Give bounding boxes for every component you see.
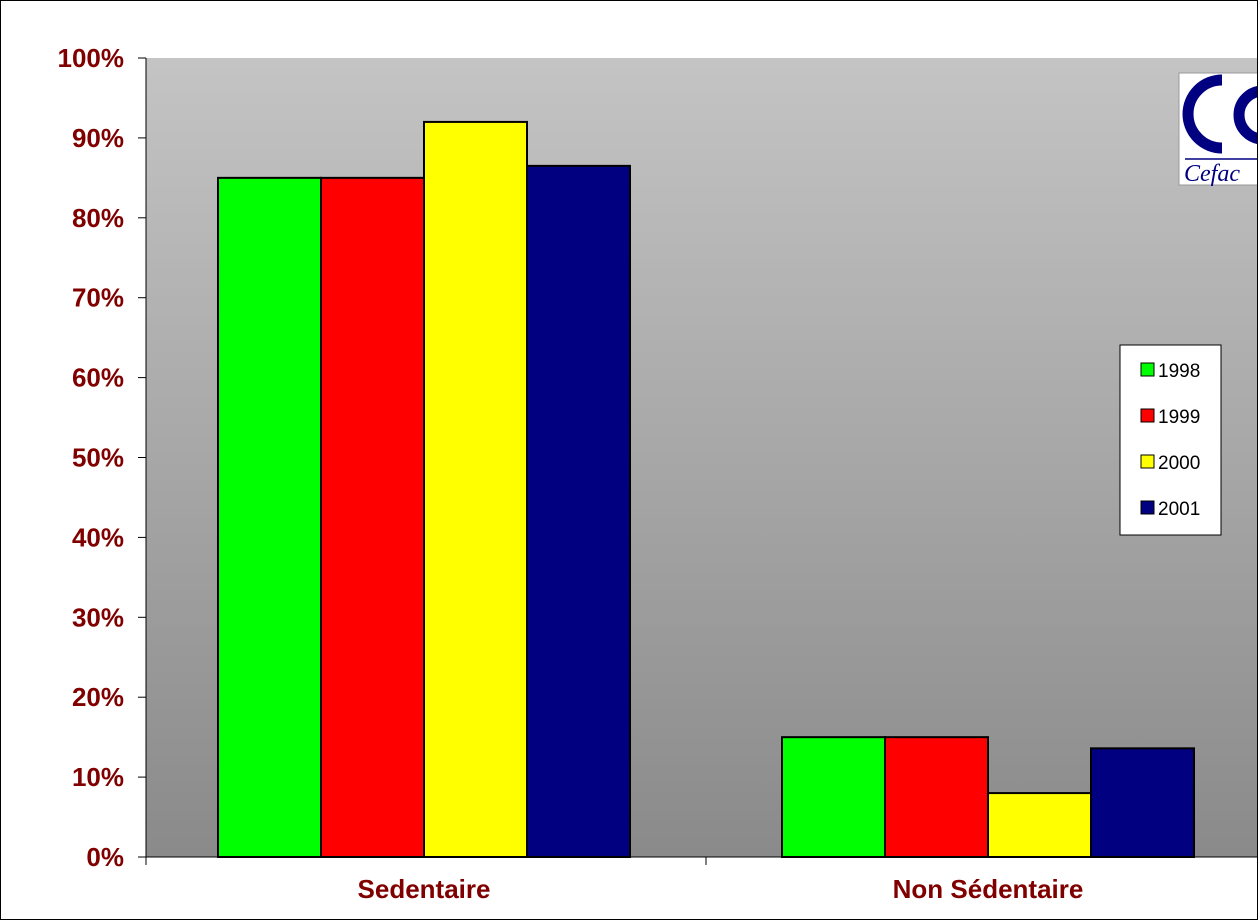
bar-2000-sedentaire	[423, 120, 528, 859]
legend-swatch-2000	[1140, 454, 1155, 469]
bar-1998-non-sedentaire	[781, 736, 886, 859]
logo-text: Cefac	[1184, 161, 1240, 187]
y-tick-label: 20%	[72, 682, 124, 712]
logo-arc-outer	[1182, 74, 1223, 154]
cefac-logo: Cefac	[1178, 72, 1257, 187]
y-tick-label: 60%	[72, 363, 124, 393]
legend-label-2000: 2000	[1158, 453, 1200, 474]
y-tick-label: 80%	[72, 203, 124, 233]
legend-swatch-1998	[1140, 362, 1155, 377]
y-tick-label: 0%	[86, 842, 124, 872]
legend-swatch-2001	[1140, 500, 1155, 515]
y-tick-label: 70%	[72, 283, 124, 313]
legend-swatch-1999	[1140, 408, 1155, 423]
y-tick-label: 50%	[72, 443, 124, 473]
bar-1999-non-sedentaire	[884, 736, 989, 859]
y-tick-label: 30%	[72, 602, 124, 632]
legend-label-1998: 1998	[1158, 361, 1200, 382]
legend: 1998 1999 2000 2001	[1119, 344, 1222, 536]
y-tick-label: 40%	[72, 522, 124, 552]
bar-2001-sedentaire	[526, 164, 631, 859]
bar-2001-non-sedentaire	[1090, 747, 1195, 858]
legend-box	[1119, 344, 1222, 536]
bar-2000-non-sedentaire	[987, 792, 1092, 859]
y-tick-label: 10%	[72, 762, 124, 792]
legend-label-2001: 2001	[1158, 499, 1200, 520]
y-tick-label: 90%	[72, 123, 124, 153]
x-tick-label: Sedentaire	[358, 874, 491, 904]
bar-1999-sedentaire	[320, 176, 425, 859]
y-tick-label: 100%	[58, 43, 125, 73]
logo-arc-inner	[1233, 86, 1257, 144]
legend-label-1999: 1999	[1158, 407, 1200, 428]
x-tick-label: Non Sédentaire	[893, 874, 1084, 904]
bar-1998-sedentaire	[217, 176, 322, 859]
